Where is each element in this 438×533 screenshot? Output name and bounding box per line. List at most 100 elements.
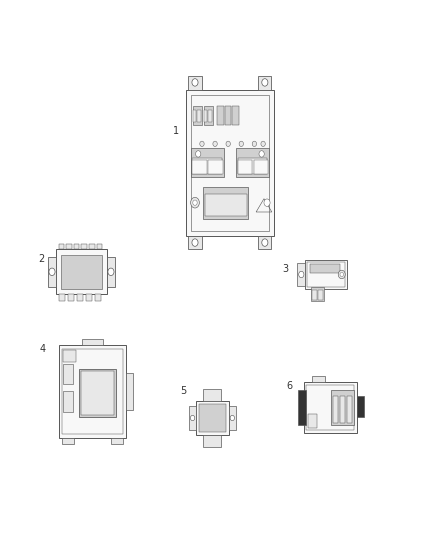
Bar [305, 260, 347, 289]
Circle shape [264, 199, 270, 206]
Bar [304, 382, 357, 433]
Bar [205, 193, 247, 216]
Bar [61, 255, 102, 289]
Circle shape [191, 197, 199, 208]
Bar [312, 376, 325, 382]
Bar [347, 396, 353, 423]
Circle shape [193, 200, 197, 205]
Bar [357, 396, 364, 417]
Circle shape [340, 272, 343, 277]
Bar [82, 338, 102, 345]
Bar [191, 95, 269, 231]
Bar [203, 435, 222, 447]
Bar [204, 110, 207, 122]
Bar [62, 349, 123, 434]
Bar [333, 396, 338, 423]
Bar [97, 244, 102, 249]
Bar [79, 369, 116, 417]
Bar [188, 236, 201, 249]
Bar [189, 406, 196, 430]
Circle shape [262, 239, 268, 246]
Circle shape [230, 415, 234, 421]
Circle shape [200, 141, 204, 147]
Bar [186, 90, 274, 236]
Bar [229, 406, 236, 430]
Circle shape [49, 268, 55, 276]
Circle shape [192, 239, 198, 246]
Bar [66, 244, 72, 249]
Bar [217, 106, 223, 125]
Circle shape [226, 141, 230, 147]
Bar [196, 401, 229, 435]
Bar [297, 263, 305, 286]
Bar [199, 404, 226, 432]
Text: 3: 3 [283, 264, 289, 274]
Bar [188, 76, 201, 90]
Circle shape [108, 268, 114, 276]
Bar [77, 294, 83, 301]
Bar [203, 389, 222, 401]
Circle shape [213, 141, 217, 147]
Bar [86, 294, 92, 301]
Bar [192, 160, 207, 174]
Bar [312, 290, 317, 300]
Bar [225, 106, 231, 125]
Bar [258, 236, 272, 249]
Circle shape [239, 141, 244, 147]
Bar [208, 160, 223, 174]
Bar [68, 294, 74, 301]
Bar [306, 385, 354, 430]
Bar [74, 244, 79, 249]
Bar [192, 158, 222, 174]
Text: 2: 2 [38, 254, 44, 263]
Bar [59, 294, 64, 301]
Bar [307, 262, 345, 287]
Bar [238, 160, 252, 174]
Text: 5: 5 [180, 386, 186, 397]
Bar [340, 396, 345, 423]
Bar [254, 160, 268, 174]
Text: 1: 1 [173, 126, 179, 136]
Text: 4: 4 [40, 344, 46, 354]
Bar [81, 371, 114, 415]
Bar [332, 390, 354, 425]
Bar [311, 287, 324, 301]
Bar [203, 187, 248, 219]
Circle shape [196, 151, 201, 157]
Bar [298, 390, 306, 425]
Bar [318, 290, 323, 300]
Bar [236, 148, 269, 177]
Bar [197, 110, 201, 122]
Bar [193, 106, 202, 125]
Circle shape [262, 79, 268, 86]
Circle shape [261, 141, 265, 147]
Bar [95, 294, 101, 301]
Bar [208, 110, 212, 122]
Bar [307, 414, 317, 429]
Bar [48, 257, 57, 287]
Bar [258, 76, 272, 90]
Bar [59, 345, 126, 438]
Circle shape [259, 151, 264, 157]
Bar [57, 249, 106, 294]
Circle shape [338, 270, 345, 279]
Bar [191, 148, 224, 177]
Bar [310, 264, 340, 273]
Bar [238, 158, 268, 174]
Bar [232, 106, 239, 125]
Circle shape [252, 141, 257, 147]
Circle shape [192, 79, 198, 86]
Bar [63, 364, 73, 384]
Text: 6: 6 [287, 381, 293, 391]
Bar [59, 244, 64, 249]
Bar [193, 110, 196, 122]
Circle shape [299, 271, 304, 278]
Bar [89, 244, 95, 249]
Bar [81, 244, 87, 249]
Bar [111, 438, 123, 445]
Circle shape [191, 415, 195, 421]
Bar [63, 391, 73, 412]
Bar [204, 106, 213, 125]
Bar [62, 438, 74, 445]
Bar [126, 373, 133, 410]
